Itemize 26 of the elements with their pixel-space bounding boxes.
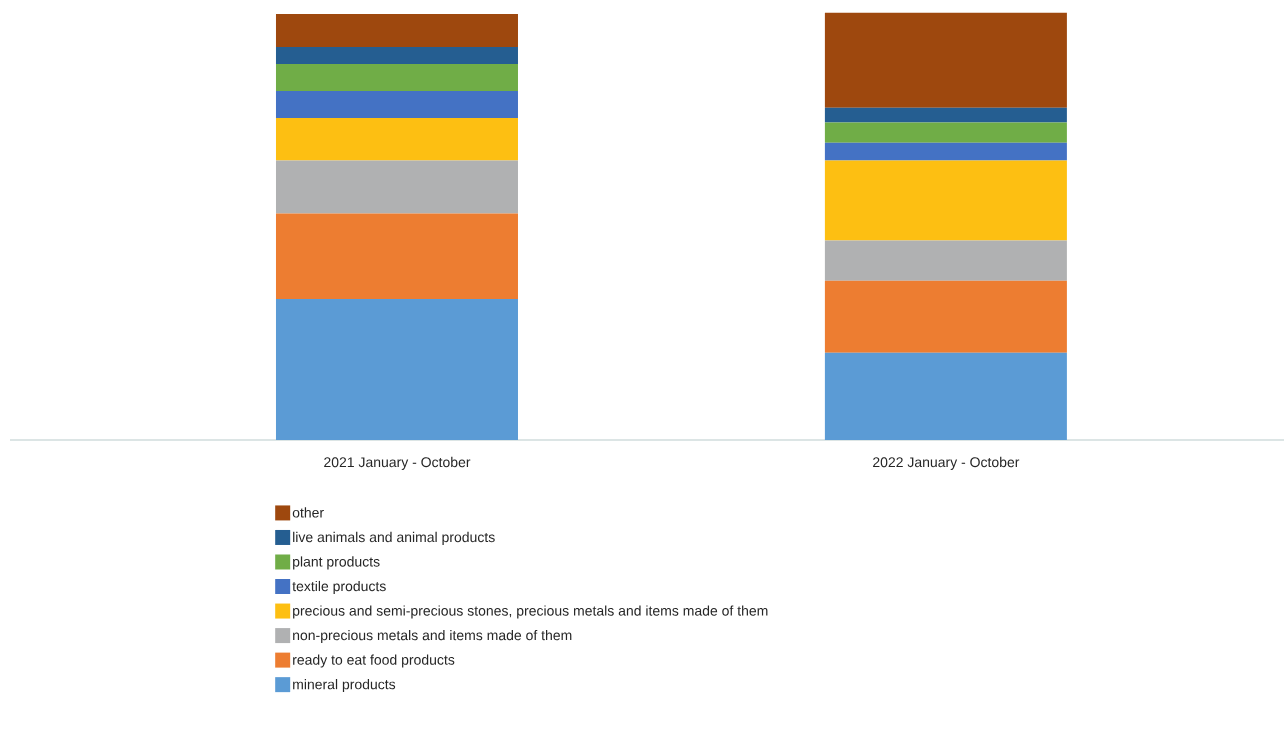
- bar: [275, 213, 518, 300]
- bar: [824, 240, 1067, 281]
- bar: [824, 12, 1067, 108]
- bar: [824, 160, 1067, 241]
- bar: [275, 46, 518, 65]
- legend-label: other: [292, 507, 324, 518]
- bar: [275, 160, 518, 214]
- bar: [275, 117, 518, 161]
- bar: [824, 122, 1067, 143]
- legend-label: mineral products: [293, 679, 396, 693]
- legend-label: ready to eat food products: [293, 654, 455, 668]
- legend-label: precious and semi-precious stones, precious metals and items made of them: [293, 605, 768, 619]
- legend-label: textile products: [292, 580, 386, 594]
- bar: [824, 280, 1067, 353]
- bar: [275, 299, 518, 440]
- legend-label: live animals and animal products: [293, 531, 495, 545]
- bar: [824, 107, 1067, 123]
- legend-label: plant products: [293, 556, 380, 570]
- legend-label: non-precious metals and items made of them: [293, 629, 572, 644]
- bar: [824, 142, 1067, 161]
- x-tick-label: 2021 January - October: [324, 456, 471, 470]
- x-tick-label: 2022 January - October: [873, 456, 1020, 470]
- bar: [275, 64, 518, 91]
- bar: [275, 14, 518, 47]
- bar: [824, 352, 1067, 440]
- bar: [275, 90, 518, 118]
